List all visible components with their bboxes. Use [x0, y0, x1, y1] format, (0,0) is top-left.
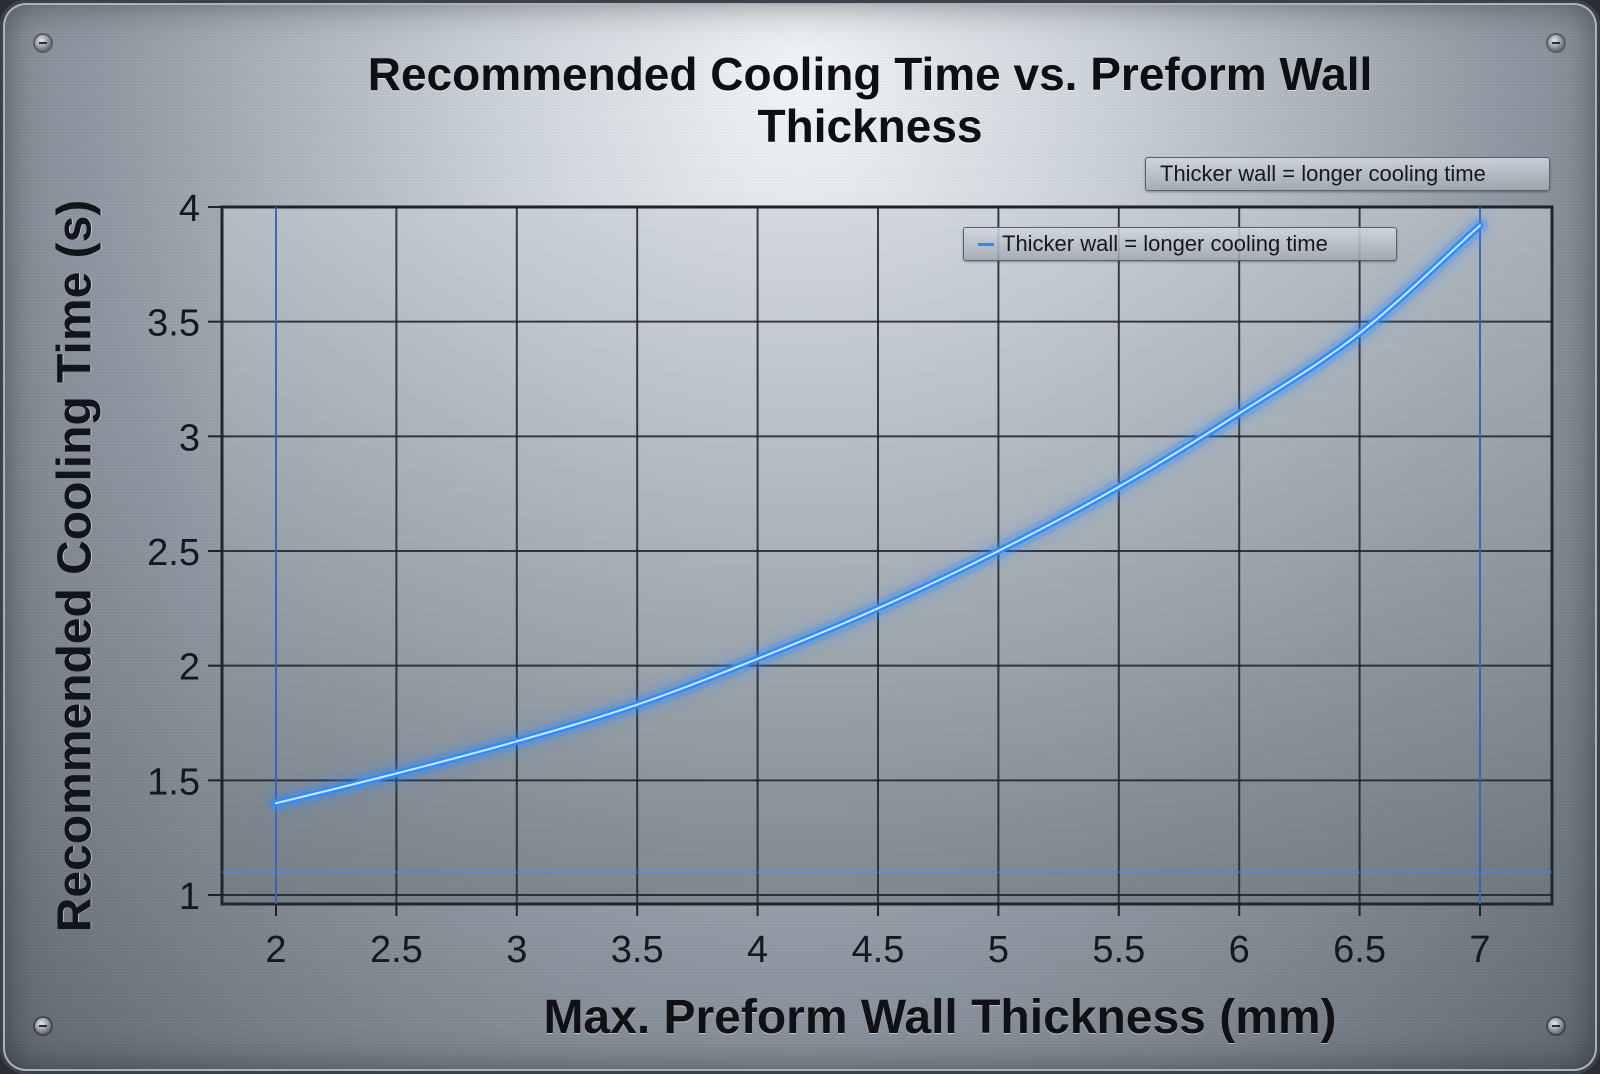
y-tick-label: 3.5 — [147, 303, 200, 345]
tick-labels: 2 2.5 3 3.5 4 4.5 5 5.5 6 6.5 7 1 1.5 2 2.5 3 3.5 4 — [147, 188, 1490, 971]
screw-icon — [1548, 35, 1564, 51]
series-highlight — [275, 224, 1481, 805]
y-tick-label: 4 — [179, 188, 200, 230]
plot-background — [220, 205, 1554, 906]
y-tick-label: 2.5 — [147, 532, 200, 574]
legend-box-top: Thicker wall = longer cooling time — [1145, 157, 1550, 191]
y-tick-label: 2 — [179, 647, 200, 689]
x-tick-label: 4 — [747, 929, 768, 971]
screw-icon — [35, 35, 51, 51]
screw-icon — [1548, 1018, 1564, 1034]
x-tick-label: 4.5 — [852, 929, 905, 971]
x-tick-label: 6.5 — [1333, 929, 1386, 971]
x-tick-label: 2 — [265, 929, 286, 971]
x-tick-label: 6 — [1229, 929, 1250, 971]
y-tick-label: 3 — [179, 417, 200, 459]
x-axis-label: Max. Preform Wall Thickness (mm) — [543, 991, 1337, 1044]
x-tick-label: 7 — [1469, 929, 1490, 971]
series-layer — [268, 217, 1488, 812]
y-axis-label: Recommended Cooling Time (s) — [48, 199, 102, 933]
y-tick-label: 1.5 — [147, 761, 200, 803]
legend-swatch — [978, 242, 994, 246]
screw-icon — [35, 1018, 51, 1034]
legend-box: Thicker wall = longer cooling time — [963, 227, 1397, 261]
x-tick-label: 5 — [988, 929, 1009, 971]
chart-title: Recommended Cooling Time vs. Preform Wal… — [367, 48, 1373, 152]
legend-label: Thicker wall = longer cooling time — [1002, 231, 1328, 256]
x-tick-label: 3.5 — [611, 929, 664, 971]
grid — [208, 206, 1552, 916]
x-tick-label: 3 — [506, 929, 527, 971]
y-tick-label: 1 — [179, 876, 200, 918]
x-tick-label: 2.5 — [370, 929, 423, 971]
legend-label-top: Thicker wall = longer cooling time — [1160, 161, 1486, 186]
x-tick-label: 5.5 — [1092, 929, 1145, 971]
